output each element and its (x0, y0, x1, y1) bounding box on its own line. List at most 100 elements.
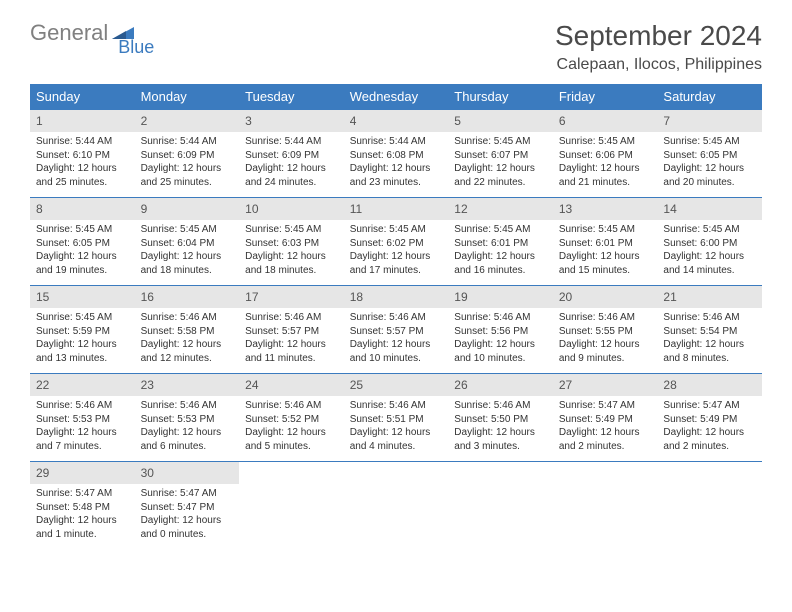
info-line: Sunrise: 5:46 AM (454, 311, 547, 325)
info-line: Daylight: 12 hours (36, 162, 129, 176)
day-info: Sunrise: 5:47 AMSunset: 5:48 PMDaylight:… (30, 484, 135, 547)
info-line: Sunrise: 5:46 AM (350, 399, 443, 413)
info-line: Sunrise: 5:44 AM (350, 135, 443, 149)
day-info: Sunrise: 5:45 AMSunset: 6:07 PMDaylight:… (448, 132, 553, 195)
info-line: and 18 minutes. (245, 264, 338, 278)
day-cell: 30Sunrise: 5:47 AMSunset: 5:47 PMDayligh… (135, 461, 240, 549)
info-line: Sunrise: 5:46 AM (559, 311, 652, 325)
info-line: Sunset: 6:01 PM (454, 237, 547, 251)
day-cell: 19Sunrise: 5:46 AMSunset: 5:56 PMDayligh… (448, 285, 553, 373)
info-line: Daylight: 12 hours (245, 250, 338, 264)
info-line: Daylight: 12 hours (350, 250, 443, 264)
info-line: Daylight: 12 hours (559, 162, 652, 176)
info-line: Daylight: 12 hours (454, 162, 547, 176)
day-number: 16 (135, 286, 240, 308)
day-cell: 17Sunrise: 5:46 AMSunset: 5:57 PMDayligh… (239, 285, 344, 373)
info-line: Sunrise: 5:46 AM (245, 311, 338, 325)
day-cell: 21Sunrise: 5:46 AMSunset: 5:54 PMDayligh… (657, 285, 762, 373)
day-number: 5 (448, 110, 553, 132)
info-line: and 6 minutes. (141, 440, 234, 454)
info-line: and 12 minutes. (141, 352, 234, 366)
info-line: and 4 minutes. (350, 440, 443, 454)
day-info: Sunrise: 5:45 AMSunset: 5:59 PMDaylight:… (30, 308, 135, 371)
info-line: Sunset: 6:01 PM (559, 237, 652, 251)
day-number: 22 (30, 374, 135, 396)
day-cell: 14Sunrise: 5:45 AMSunset: 6:00 PMDayligh… (657, 197, 762, 285)
info-line: and 5 minutes. (245, 440, 338, 454)
day-cell: 28Sunrise: 5:47 AMSunset: 5:49 PMDayligh… (657, 373, 762, 461)
info-line: Sunrise: 5:45 AM (559, 135, 652, 149)
info-line: Sunrise: 5:46 AM (141, 311, 234, 325)
day-number: 21 (657, 286, 762, 308)
info-line: Daylight: 12 hours (559, 250, 652, 264)
info-line: and 8 minutes. (663, 352, 756, 366)
info-line: Sunset: 5:52 PM (245, 413, 338, 427)
day-number: 25 (344, 374, 449, 396)
info-line: Sunrise: 5:46 AM (141, 399, 234, 413)
day-number: 19 (448, 286, 553, 308)
info-line: Sunset: 5:55 PM (559, 325, 652, 339)
info-line: and 2 minutes. (559, 440, 652, 454)
info-line: and 17 minutes. (350, 264, 443, 278)
day-info: Sunrise: 5:45 AMSunset: 6:03 PMDaylight:… (239, 220, 344, 283)
day-cell: 13Sunrise: 5:45 AMSunset: 6:01 PMDayligh… (553, 197, 658, 285)
info-line: Sunset: 6:10 PM (36, 149, 129, 163)
info-line: Sunset: 6:05 PM (36, 237, 129, 251)
brand-logo: General Blue (30, 20, 172, 46)
day-info: Sunrise: 5:47 AMSunset: 5:47 PMDaylight:… (135, 484, 240, 547)
info-line: Sunrise: 5:45 AM (663, 135, 756, 149)
day-number: 6 (553, 110, 658, 132)
info-line: Daylight: 12 hours (141, 514, 234, 528)
day-info: Sunrise: 5:45 AMSunset: 6:05 PMDaylight:… (30, 220, 135, 283)
info-line: Sunrise: 5:46 AM (36, 399, 129, 413)
day-number: 14 (657, 198, 762, 220)
info-line: Daylight: 12 hours (350, 338, 443, 352)
info-line: and 9 minutes. (559, 352, 652, 366)
day-number: 4 (344, 110, 449, 132)
title-block: September 2024 Calepaan, Ilocos, Philipp… (555, 20, 762, 74)
empty-cell (239, 461, 344, 549)
day-cell: 9Sunrise: 5:45 AMSunset: 6:04 PMDaylight… (135, 197, 240, 285)
info-line: Sunrise: 5:45 AM (36, 311, 129, 325)
day-cell: 10Sunrise: 5:45 AMSunset: 6:03 PMDayligh… (239, 197, 344, 285)
brand-gray: General (30, 20, 108, 46)
day-cell: 6Sunrise: 5:45 AMSunset: 6:06 PMDaylight… (553, 109, 658, 197)
info-line: Sunset: 6:08 PM (350, 149, 443, 163)
info-line: and 0 minutes. (141, 528, 234, 542)
info-line: Daylight: 12 hours (36, 514, 129, 528)
day-cell: 12Sunrise: 5:45 AMSunset: 6:01 PMDayligh… (448, 197, 553, 285)
day-number: 3 (239, 110, 344, 132)
day-number: 12 (448, 198, 553, 220)
info-line: Daylight: 12 hours (454, 338, 547, 352)
info-line: Sunrise: 5:45 AM (663, 223, 756, 237)
info-line: Sunrise: 5:45 AM (350, 223, 443, 237)
info-line: Sunrise: 5:44 AM (36, 135, 129, 149)
info-line: and 11 minutes. (245, 352, 338, 366)
day-number: 24 (239, 374, 344, 396)
day-number: 13 (553, 198, 658, 220)
info-line: and 1 minute. (36, 528, 129, 542)
info-line: Sunset: 5:50 PM (454, 413, 547, 427)
info-line: Sunrise: 5:46 AM (350, 311, 443, 325)
info-line: Daylight: 12 hours (141, 338, 234, 352)
day-info: Sunrise: 5:46 AMSunset: 5:54 PMDaylight:… (657, 308, 762, 371)
info-line: and 20 minutes. (663, 176, 756, 190)
info-line: Daylight: 12 hours (141, 162, 234, 176)
info-line: Sunset: 6:07 PM (454, 149, 547, 163)
info-line: Sunrise: 5:47 AM (141, 487, 234, 501)
empty-cell (553, 461, 658, 549)
day-info: Sunrise: 5:47 AMSunset: 5:49 PMDaylight:… (553, 396, 658, 459)
day-number: 8 (30, 198, 135, 220)
day-info: Sunrise: 5:45 AMSunset: 6:00 PMDaylight:… (657, 220, 762, 283)
day-cell: 2Sunrise: 5:44 AMSunset: 6:09 PMDaylight… (135, 109, 240, 197)
day-number: 17 (239, 286, 344, 308)
empty-cell (448, 461, 553, 549)
info-line: Sunset: 5:47 PM (141, 501, 234, 515)
info-line: Sunrise: 5:44 AM (245, 135, 338, 149)
day-cell: 25Sunrise: 5:46 AMSunset: 5:51 PMDayligh… (344, 373, 449, 461)
day-cell: 24Sunrise: 5:46 AMSunset: 5:52 PMDayligh… (239, 373, 344, 461)
dow-header: Thursday (448, 84, 553, 109)
info-line: Sunset: 6:00 PM (663, 237, 756, 251)
day-info: Sunrise: 5:46 AMSunset: 5:53 PMDaylight:… (30, 396, 135, 459)
header: General Blue September 2024 Calepaan, Il… (30, 20, 762, 74)
